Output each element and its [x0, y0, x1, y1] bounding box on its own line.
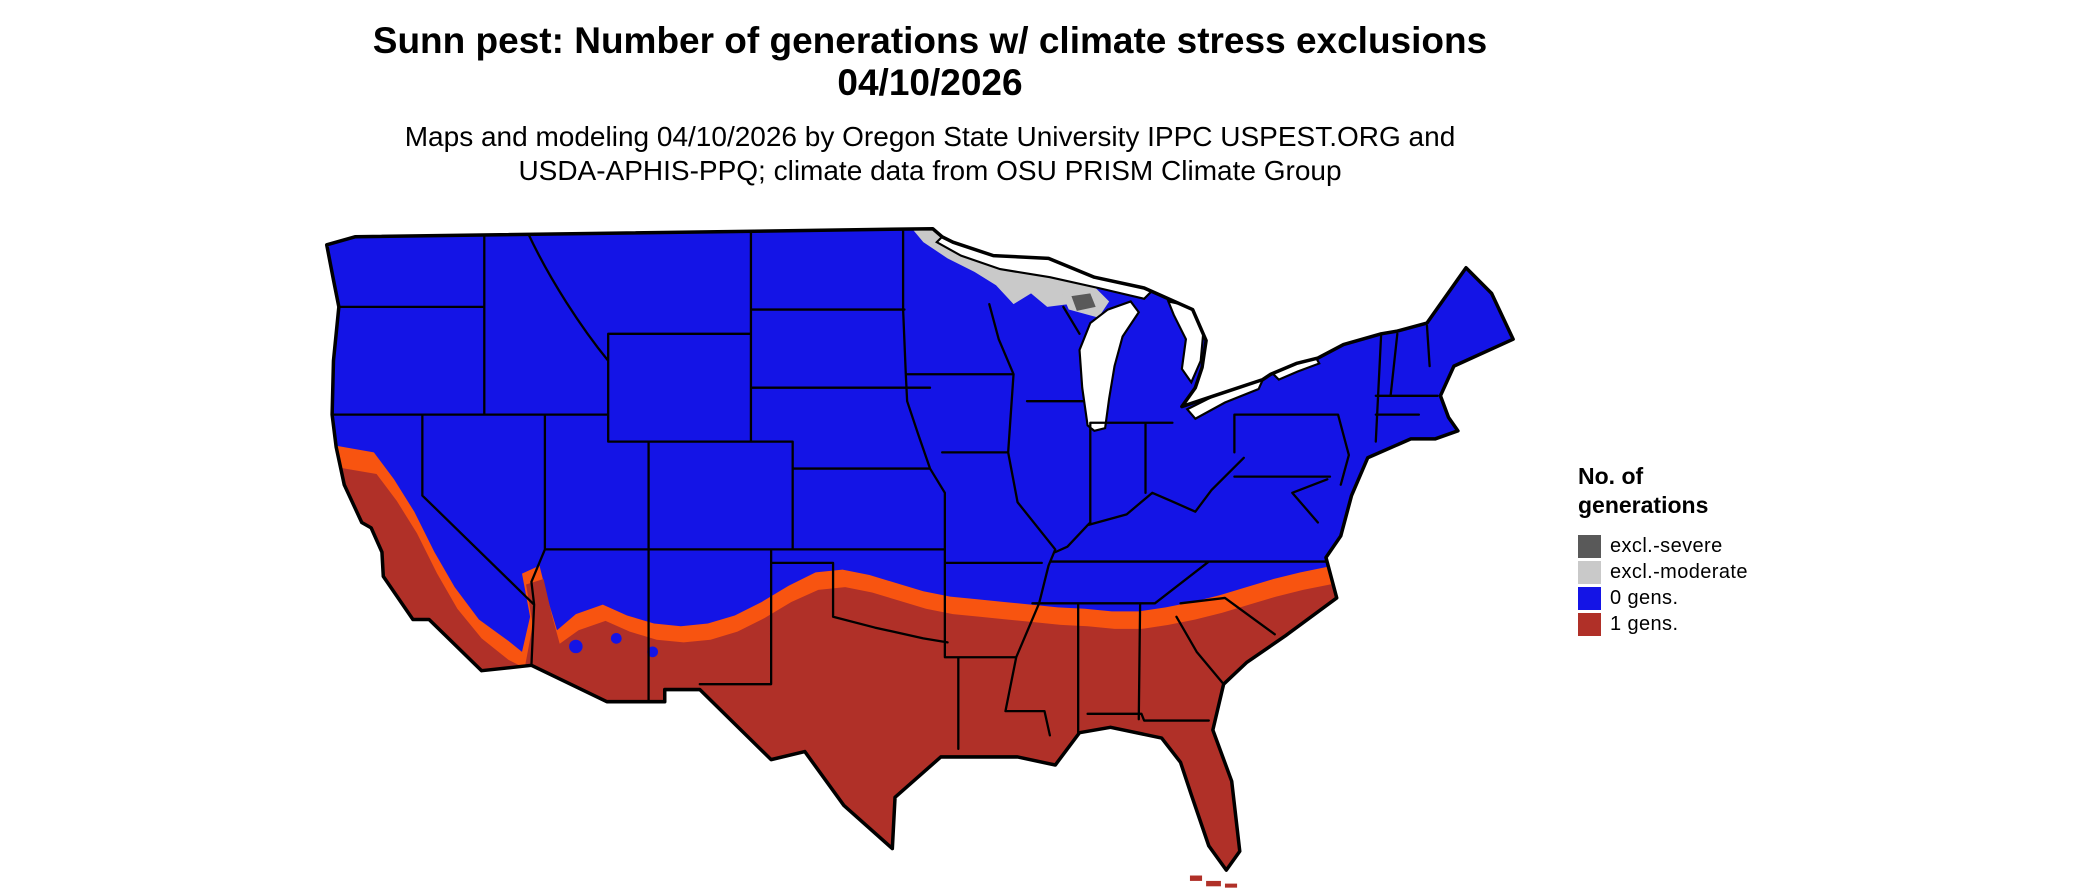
legend-swatch-zero-gens	[1578, 586, 1601, 610]
legend-title-line1: No. of	[1578, 463, 1644, 489]
legend-title-line2: generations	[1578, 492, 1709, 518]
legend-swatch-excl-severe	[1578, 534, 1601, 558]
legend-label-excl-severe: excl.-severe	[1610, 534, 1723, 557]
us-map-svg	[324, 226, 1515, 888]
header: Sunn pest: Number of generations w/ clim…	[0, 20, 1860, 188]
mountain-cool-spot-1	[569, 639, 583, 654]
map-title-line1: Sunn pest: Number of generations w/ clim…	[372, 20, 1488, 61]
map-subtitle-line2: USDA-APHIS-PPQ; climate data from OSU PR…	[518, 155, 1342, 186]
us-outline	[324, 226, 1515, 872]
legend-swatch-excl-moderate	[1578, 560, 1601, 584]
legend-label-one-gen: 1 gens.	[1610, 612, 1679, 635]
map-subtitle-line1: Maps and modeling 04/10/2026 by Oregon S…	[404, 121, 1456, 152]
legend-item-one-gen: 1 gens.	[1578, 611, 1748, 637]
legend-swatch-one-gen	[1578, 612, 1601, 636]
region-excl-severe-2	[1071, 293, 1096, 311]
legend-items: excl.-severe excl.-moderate 0 gens. 1 ge…	[1578, 533, 1748, 637]
legend: No. of generations excl.-severe excl.-mo…	[1578, 462, 1748, 637]
florida-keys	[1189, 875, 1238, 888]
legend-label-excl-moderate: excl.-moderate	[1610, 560, 1748, 583]
map-title-line2: 04/10/2026	[837, 62, 1023, 103]
legend-item-excl-severe: excl.-severe	[1578, 533, 1748, 559]
lake-michigan	[1078, 300, 1141, 433]
map-subtitle: Maps and modeling 04/10/2026 by Oregon S…	[0, 120, 1860, 188]
legend-item-excl-moderate: excl.-moderate	[1578, 559, 1748, 585]
us-map	[320, 226, 1532, 889]
region-zero-gens-base	[326, 228, 1514, 871]
legend-label-zero-gens: 0 gens.	[1610, 586, 1679, 609]
state-borders	[329, 228, 1439, 750]
mountain-cool-spot-2	[610, 632, 622, 644]
legend-item-zero-gens: 0 gens.	[1578, 585, 1748, 611]
mountain-cool-spot-3	[647, 646, 659, 658]
